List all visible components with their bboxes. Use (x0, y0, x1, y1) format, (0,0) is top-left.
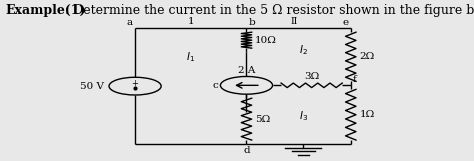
Text: 5Ω: 5Ω (255, 115, 270, 124)
Text: : Determine the current in the 5 Ω resistor shown in the figure below.: : Determine the current in the 5 Ω resis… (65, 4, 474, 17)
Text: 2Ω: 2Ω (359, 52, 374, 61)
Text: $I_3$: $I_3$ (299, 109, 308, 123)
Text: f: f (353, 75, 357, 84)
Text: d: d (243, 146, 250, 155)
Text: a: a (127, 18, 133, 27)
Text: II: II (290, 17, 298, 26)
Text: 10Ω: 10Ω (255, 36, 277, 45)
Text: 2 A: 2 A (238, 66, 255, 75)
Text: e: e (342, 18, 348, 27)
Text: Example(1): Example(1) (6, 4, 86, 17)
Text: b: b (249, 18, 255, 27)
Text: 3Ω: 3Ω (304, 72, 319, 81)
Text: +: + (132, 79, 138, 88)
Text: c: c (212, 81, 218, 90)
Text: 1Ω: 1Ω (359, 110, 374, 119)
Text: 1: 1 (188, 17, 194, 26)
Text: 50 V: 50 V (80, 82, 104, 91)
Text: $I_1$: $I_1$ (186, 50, 195, 64)
Text: $I_2$: $I_2$ (299, 43, 308, 57)
